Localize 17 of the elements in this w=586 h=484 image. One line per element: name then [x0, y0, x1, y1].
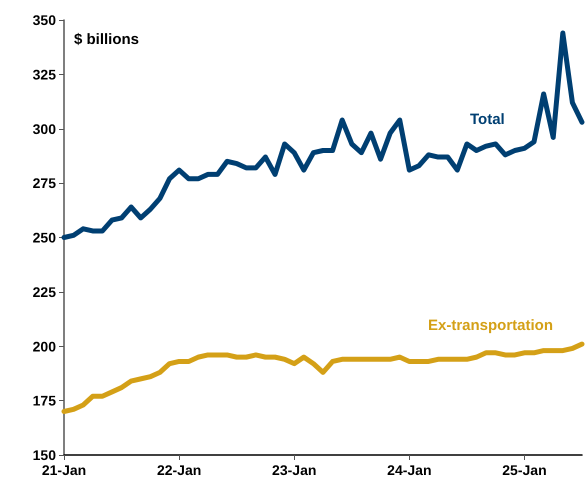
series-label: Ex-transportation — [428, 317, 554, 334]
x-tick-label: 23-Jan — [272, 462, 316, 478]
y-tick-label: 300 — [32, 120, 56, 137]
x-tick-label: 21-Jan — [42, 462, 86, 478]
y-tick-label: 350 — [32, 12, 56, 28]
y-tick-label: 275 — [32, 175, 56, 192]
x-tick-label: 24-Jan — [387, 462, 432, 478]
y-tick-label: 200 — [32, 338, 56, 354]
y-axis-title: $ billions — [74, 31, 140, 48]
x-tick-label: 25-Jan — [502, 462, 547, 478]
x-tick-label: 22-Jan — [156, 462, 202, 478]
y-tick-label: 150 — [32, 447, 56, 463]
y-tick-label: 225 — [32, 284, 56, 300]
y-tick-label: 325 — [32, 66, 56, 82]
series-label: Total — [470, 111, 505, 128]
y-tick-label: 175 — [32, 392, 56, 409]
y-tick-label: 250 — [32, 230, 56, 246]
